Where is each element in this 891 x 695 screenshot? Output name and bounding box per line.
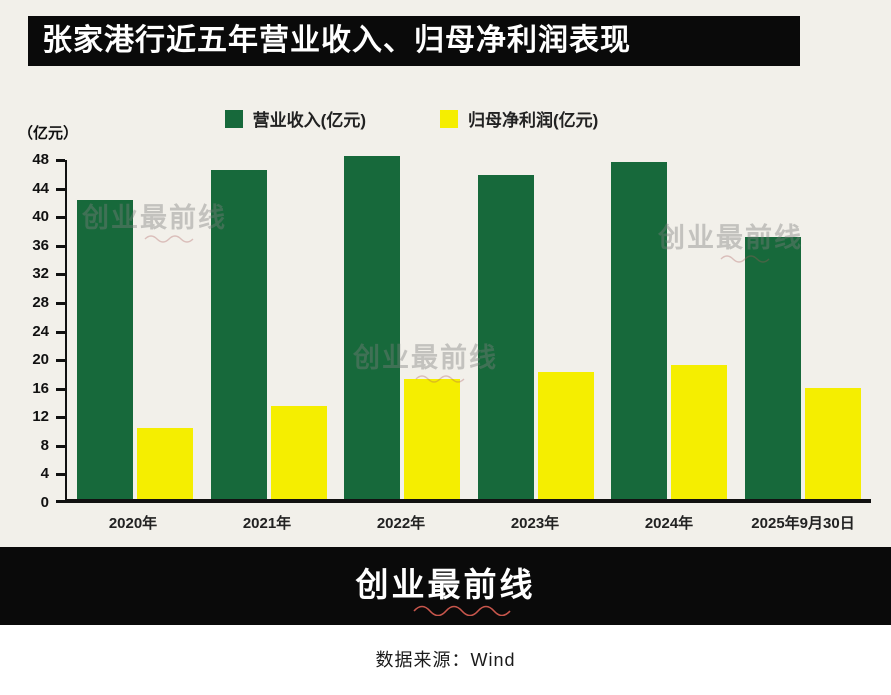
bar-net-profit — [537, 371, 594, 499]
y-axis-tick-label: 12 — [32, 408, 49, 426]
bar-revenue — [744, 237, 801, 499]
y-axis-tick-label: 36 — [32, 236, 49, 254]
legend-swatch-net-profit — [440, 109, 458, 128]
bar-net-profit — [137, 427, 193, 499]
y-axis-tick-label: 48 — [32, 151, 49, 168]
bar-net-profit — [804, 387, 861, 499]
brand-signature-squiggle — [412, 605, 511, 616]
data-source-text: 数据来源：Wind — [375, 650, 516, 670]
chart-title-banner: 张家港行近五年营业收入、归母净利润表现 — [28, 16, 800, 66]
legend-item-revenue: 营业收入(亿元) — [224, 106, 366, 131]
y-axis-unit-label: （亿元） — [18, 125, 79, 142]
legend-label-revenue: 营业收入(亿元) — [252, 111, 366, 130]
y-axis-tick-label: 16 — [32, 379, 49, 397]
bar-revenue — [344, 156, 401, 499]
x-axis-labels: 2020年 2021年 2022年 2023年 2024年 2025年9月30日 — [65, 512, 871, 533]
y-axis-tick-mark — [56, 187, 65, 191]
y-axis-tick-label: 44 — [32, 179, 49, 197]
bar-group — [77, 160, 193, 499]
y-axis-tick-mark — [56, 444, 65, 448]
y-axis-tick-mark — [56, 416, 65, 420]
bar-net-profit — [270, 406, 327, 499]
data-source-bar: 数据来源：Wind — [0, 625, 891, 695]
y-axis-tick-label: 40 — [32, 208, 49, 226]
y-axis-tick-label: 28 — [32, 293, 49, 311]
bar-net-profit — [404, 378, 461, 499]
x-axis-label: 2023年 — [510, 515, 560, 532]
y-axis-tick-label: 4 — [40, 465, 49, 483]
y-axis-tick-mark — [56, 500, 65, 503]
plot-area: 0 4 8 12 16 20 24 28 32 36 40 44 48 — [32, 151, 871, 511]
bar-group — [744, 160, 861, 499]
y-axis-tick-label: 0 — [40, 494, 49, 511]
y-axis-tick-mark — [56, 359, 65, 363]
bar-revenue — [210, 169, 267, 499]
y-axis-tick-mark — [56, 330, 65, 334]
x-axis-label: 2020年 — [108, 515, 158, 532]
y-axis-tick-mark — [56, 301, 65, 305]
y-axis-tick-mark — [56, 216, 65, 220]
x-axis-label: 2022年 — [376, 515, 426, 532]
legend-label-net-profit: 归母净利润(亿元) — [468, 111, 599, 130]
x-axis-label: 2024年 — [644, 515, 694, 532]
bar-revenue — [477, 175, 534, 499]
x-axis-label: 2025年9月30日 — [751, 515, 855, 532]
x-axis-label: 2021年 — [242, 515, 292, 532]
y-axis-tick-mark — [56, 244, 65, 248]
y-axis-tick-mark — [56, 473, 65, 477]
bar-revenue — [611, 161, 668, 499]
legend-item-net-profit: 归母净利润(亿元) — [440, 106, 598, 131]
bar-net-profit — [671, 364, 728, 499]
brand-logo: 创业最前线 — [355, 566, 536, 603]
chart-title: 张家港行近五年营业收入、归母净利润表现 — [42, 24, 631, 57]
legend-swatch-revenue — [224, 109, 243, 128]
y-axis-tick-label: 24 — [32, 322, 49, 340]
y-axis-tick-mark — [56, 159, 65, 162]
bar-series — [67, 156, 871, 499]
y-axis-tick-mark — [56, 387, 65, 391]
footer-brand-band: 创业最前线 — [0, 547, 891, 625]
bar-group — [611, 160, 728, 499]
y-axis-tick-label: 8 — [40, 436, 49, 454]
y-axis-tick-mark — [56, 273, 65, 277]
bar-group — [477, 160, 594, 499]
bar-revenue — [77, 200, 133, 499]
bar-group — [210, 160, 327, 499]
bar-group — [344, 156, 461, 499]
y-axis-tick-label: 20 — [32, 351, 49, 369]
legend: 营业收入(亿元) 归母净利润(亿元) — [0, 106, 857, 131]
y-axis-tick-label: 32 — [32, 265, 49, 283]
chart-area: 0 4 8 12 16 20 24 28 32 36 40 44 48 创业最前线 创业最前线 创业最前… — [0, 151, 891, 511]
